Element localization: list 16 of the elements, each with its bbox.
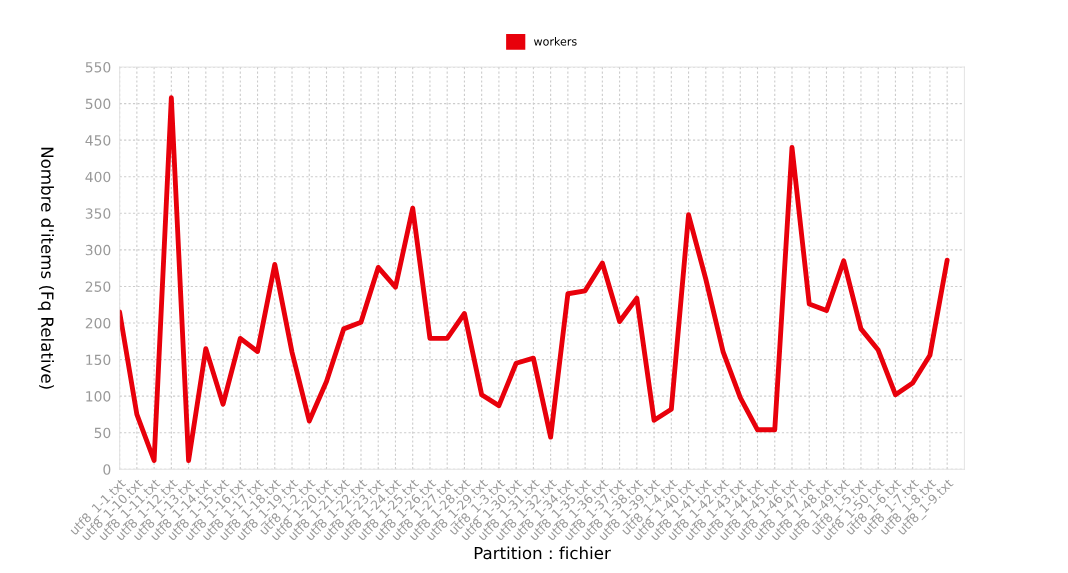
y-tick-label: 200 bbox=[85, 317, 111, 329]
y-tick-label: 500 bbox=[85, 98, 111, 110]
y-tick-label: 450 bbox=[85, 135, 111, 146]
x-axis-title: Partition : fichier bbox=[474, 546, 611, 560]
y-tick-label: 0 bbox=[103, 464, 111, 475]
y-tick-label: 250 bbox=[85, 281, 111, 292]
y-axis-title: Nombre d'items (Fq Relative) bbox=[37, 147, 54, 389]
legend-label: workers bbox=[533, 37, 577, 46]
y-tick-label: 350 bbox=[85, 208, 111, 219]
line-series bbox=[119, 95, 950, 463]
y-tick-label: 400 bbox=[85, 171, 111, 183]
y-tick-label: 150 bbox=[86, 354, 111, 366]
y-tick-label: 300 bbox=[85, 244, 111, 256]
y-tick-label: 550 bbox=[85, 62, 111, 73]
y-tick-label: 50 bbox=[94, 427, 111, 439]
y-tick-label: 100 bbox=[86, 391, 111, 402]
